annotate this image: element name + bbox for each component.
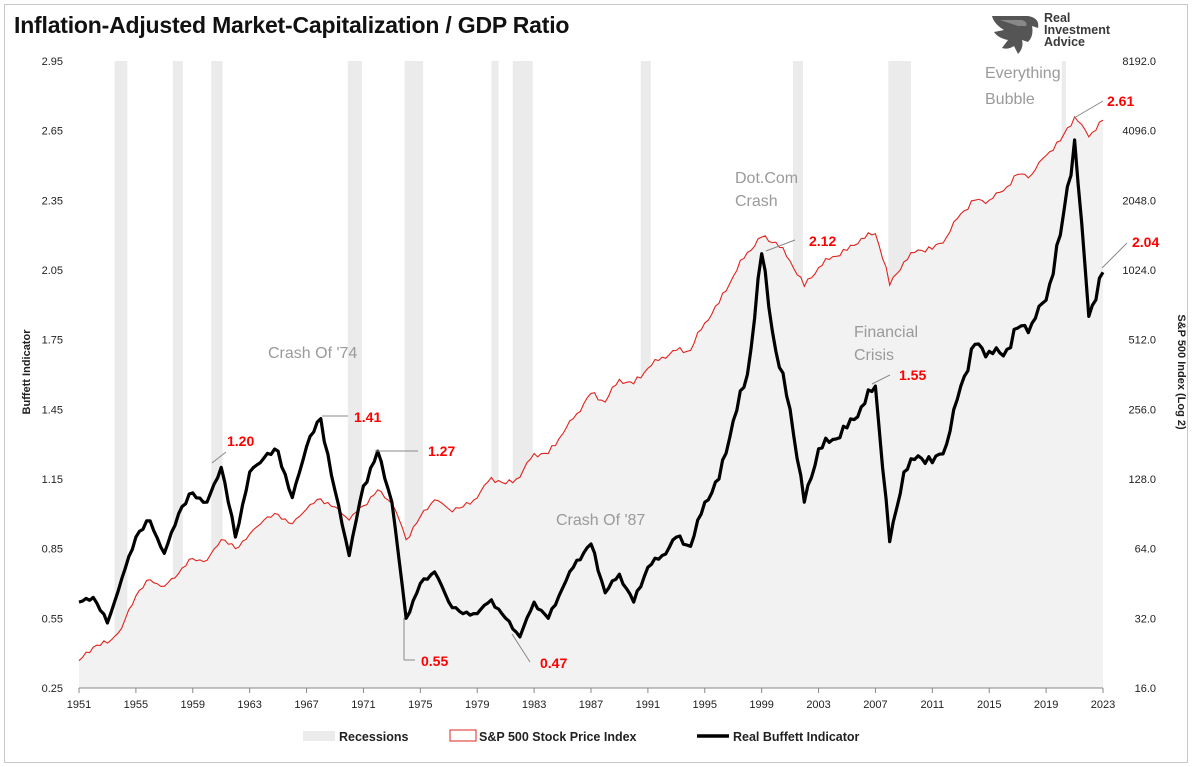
x-tick-label: 1987 [579,699,603,711]
legend-label-sp500: S&P 500 Stock Price Index [479,730,637,744]
left-tick-label: 0.25 [42,683,63,695]
value-label-1.41: 1.41 [354,409,381,425]
value-label-0.55: 0.55 [421,653,448,669]
x-tick-label: 2019 [1034,699,1058,711]
chart-title: Inflation-Adjusted Market-Capitalization… [14,12,570,38]
legend-label-recessions: Recessions [339,730,409,744]
logo-line: Advice [1044,35,1085,49]
annotation-financial-line2: Crisis [854,347,894,364]
right-tick-label: 16.0 [1135,683,1156,695]
annotation-crash-74: Crash Of '74 [268,345,357,362]
left-tick-label: 2.65 [42,126,63,138]
right-axis-ticks: 16.0 32.0 64.0 128.0 256.0 512.0 1024.0 2048.0 4… [1122,56,1156,695]
right-tick-label: 4096.0 [1122,126,1156,138]
x-tick-label: 2015 [977,699,1001,711]
x-axis-ticks: 1951 1955 1959 1963 1967 1971 1975 1979 1983 1987… [67,688,1115,711]
value-label-0.47: 0.47 [540,655,567,671]
left-tick-label: 0.85 [42,544,63,556]
recession-band [114,61,128,688]
left-tick-label: 2.35 [42,195,63,207]
annotation-leaders [211,100,1128,663]
x-tick-label: 1955 [124,699,148,711]
sp500-line [78,115,1104,662]
value-label-2.61: 2.61 [1107,93,1134,109]
value-label-1.55: 1.55 [899,367,926,383]
x-tick-label: 2007 [863,699,887,711]
left-tick-label: 1.45 [42,404,63,416]
x-tick-label: 1999 [749,699,773,711]
logo-line: Real [1044,11,1071,25]
annotation-bubble-line2: Bubble [985,91,1035,108]
value-label-2.04: 2.04 [1132,234,1159,250]
sp500-area-fill [79,116,1103,689]
left-tick-label: 1.15 [42,474,63,486]
logo-text: Real Investment Advice [1044,11,1110,49]
left-axis-ticks: 0.25 0.55 0.85 1.15 1.45 1.75 2.05 2.35 2.65 2.95 [42,56,63,695]
legend-swatch-recessions [303,731,335,741]
left-tick-label: 0.55 [42,613,63,625]
recession-band [491,61,499,688]
right-tick-label: 8192.0 [1122,56,1156,68]
legend-label-buffett: Real Buffett Indicator [733,730,860,744]
x-tick-label: 1951 [67,699,91,711]
recession-band [211,61,223,688]
x-tick-label: 1979 [465,699,489,711]
x-tick-label: 1975 [408,699,432,711]
x-tick-label: 2023 [1091,699,1115,711]
x-tick-label: 2003 [806,699,830,711]
x-tick-label: 1971 [351,699,375,711]
x-tick-label: 1967 [294,699,318,711]
right-tick-label: 2048.0 [1122,195,1156,207]
right-tick-label: 128.0 [1128,474,1156,486]
x-tick-label: 1995 [693,699,717,711]
value-label-1.20: 1.20 [227,433,254,449]
right-axis-title: S&P 500 Index (Log 2) [1175,314,1187,430]
right-tick-label: 32.0 [1135,613,1156,625]
left-axis-title: Buffett Indicator [21,329,33,415]
x-tick-label: 1983 [522,699,546,711]
left-tick-label: 1.75 [42,335,63,347]
annotation-financial-line1: Financial [854,324,918,341]
logo-line: Investment [1044,23,1110,37]
right-tick-label: 1024.0 [1122,265,1156,277]
x-tick-label: 2011 [921,699,945,711]
buffett-indicator-line [78,138,1105,639]
x-tick-label: 1991 [636,699,660,711]
annotation-crash-87: Crash Of '87 [556,512,645,529]
annotation-bubble-line1: Everything [985,65,1061,82]
value-label-1.27: 1.27 [428,443,455,459]
annotation-dotcom-line1: Dot.Com [735,170,798,187]
value-label-2.12: 2.12 [809,233,836,249]
eagle-logo-icon [992,16,1039,54]
right-tick-label: 256.0 [1128,404,1156,416]
annotation-dotcom-line2: Crash [735,193,778,210]
legend: Recessions S&P 500 Stock Price Index Rea… [303,729,860,744]
left-tick-label: 2.05 [42,265,63,277]
right-tick-label: 512.0 [1128,335,1156,347]
x-tick-label: 1963 [237,699,261,711]
left-tick-label: 2.95 [42,56,63,68]
right-tick-label: 64.0 [1135,544,1156,556]
x-tick-label: 1959 [181,699,205,711]
legend-swatch-sp500 [449,729,477,742]
recession-band [172,61,183,688]
